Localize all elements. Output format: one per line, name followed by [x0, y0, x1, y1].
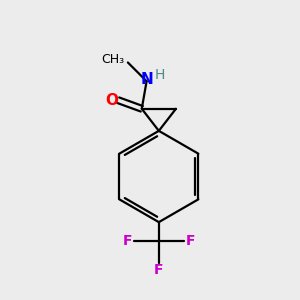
Text: F: F — [154, 263, 164, 277]
Text: N: N — [140, 72, 153, 87]
Text: F: F — [123, 234, 132, 248]
Text: CH₃: CH₃ — [101, 53, 124, 66]
Text: F: F — [186, 234, 195, 248]
Text: H: H — [155, 68, 165, 82]
Text: O: O — [105, 93, 118, 108]
